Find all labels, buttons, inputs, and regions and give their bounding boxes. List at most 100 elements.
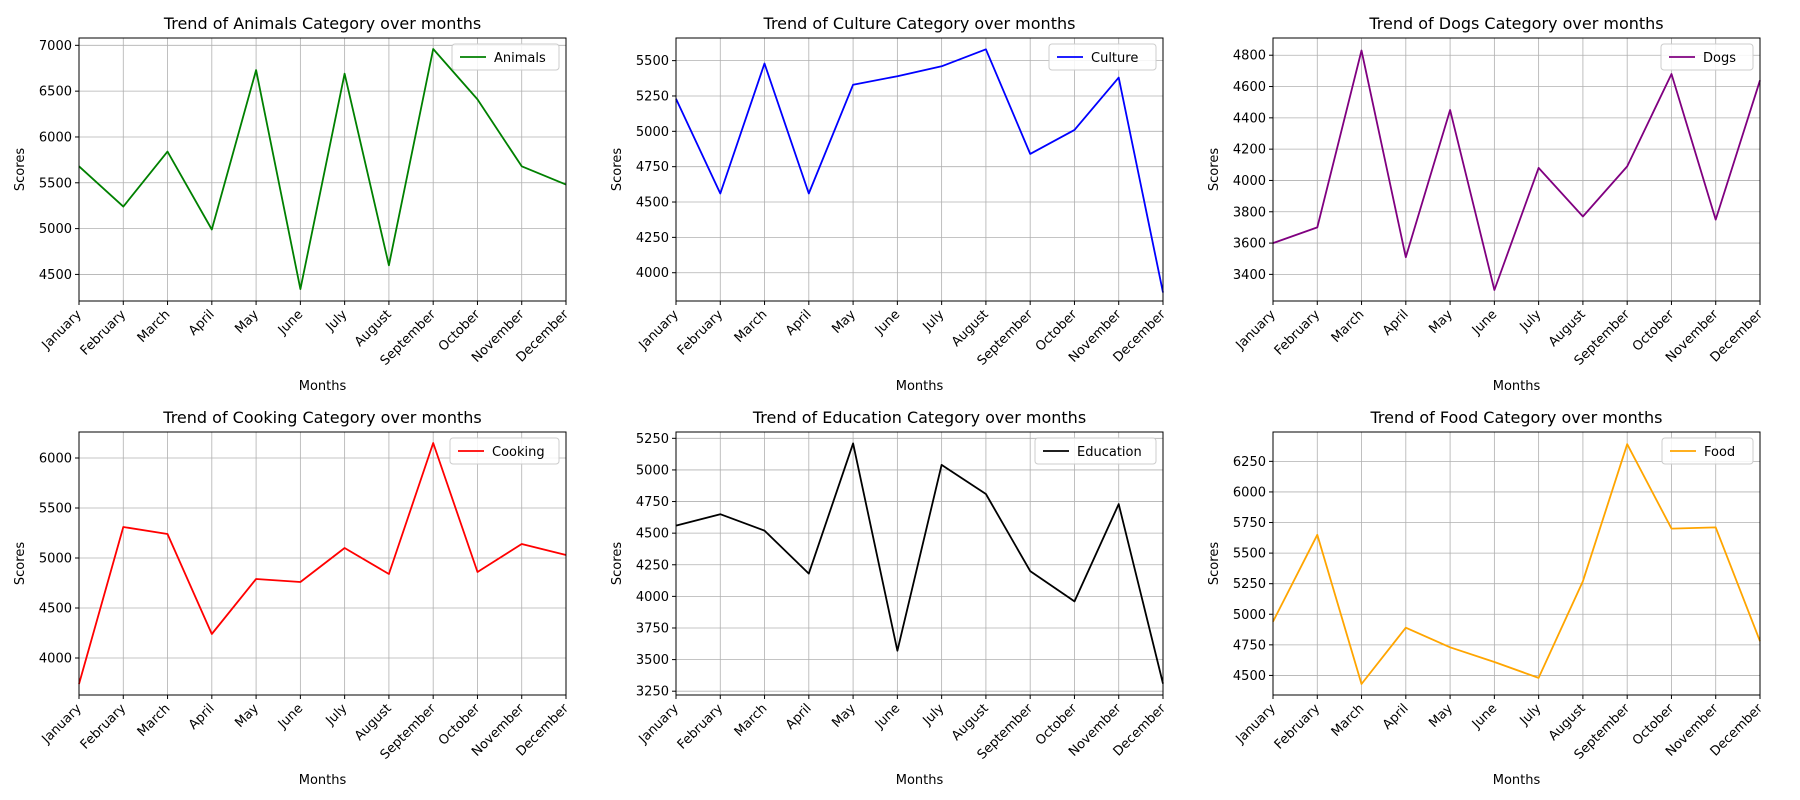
x-axis-label: Months (896, 773, 944, 788)
x-tick-label: April (1380, 701, 1412, 733)
x-tick-label: April (783, 701, 815, 733)
legend-box (449, 437, 560, 465)
y-tick-label: 4400 (1233, 111, 1266, 126)
legend: Education (1034, 437, 1157, 465)
plot-frame (78, 37, 567, 302)
legend: Animals (451, 43, 560, 71)
y-tick-label: 5750 (1233, 516, 1266, 531)
x-tick-label: July (1517, 701, 1545, 729)
y-tick-label: 4000 (636, 266, 669, 281)
y-tick-label: 6000 (39, 130, 72, 145)
y-axis-label: Scores (1207, 542, 1222, 585)
x-tick-label: June (872, 307, 903, 338)
x-tick-label: July (323, 307, 351, 335)
y-tick-label: 4500 (1233, 669, 1266, 684)
legend-label: Animals (494, 51, 546, 66)
series-line (78, 48, 567, 291)
legend: Cooking (449, 437, 560, 465)
y-tick-label: 3750 (636, 621, 669, 636)
legend-box (451, 43, 560, 71)
y-tick-label: 4000 (39, 652, 72, 667)
x-tick-label: February (675, 701, 727, 753)
x-tick-label: May (232, 307, 262, 337)
x-tick-label: March (732, 701, 771, 740)
x-tick-label: July (920, 701, 948, 729)
y-tick-label: 4000 (1233, 174, 1266, 189)
legend-box (1661, 437, 1754, 465)
chart-title: Trend of Cooking Category over months (162, 408, 481, 427)
x-tick-label: July (920, 307, 948, 335)
y-tick-label: 5500 (39, 176, 72, 191)
legend: Food (1661, 437, 1754, 465)
y-tick-label: 6250 (1233, 455, 1266, 470)
y-tick-label: 4800 (1233, 49, 1266, 64)
y-tick-label: 4500 (636, 527, 669, 542)
y-tick-label: 5000 (39, 552, 72, 567)
chart-title: Trend of Education Category over months (752, 408, 1086, 427)
x-axis-label: Months (1493, 379, 1541, 394)
x-tick-label: July (323, 701, 351, 729)
x-tick-label: August (1546, 701, 1589, 744)
x-axis-label: Months (1493, 773, 1541, 788)
x-tick-label: June (872, 701, 903, 732)
legend-box (1034, 437, 1157, 465)
x-tick-label: March (1329, 701, 1368, 740)
x-tick-label: February (78, 307, 130, 359)
y-tick-label: 7000 (39, 39, 72, 54)
x-tick-label: August (949, 307, 992, 350)
x-tick-label: June (275, 701, 306, 732)
y-tick-label: 5250 (1233, 577, 1266, 592)
y-tick-label: 5000 (636, 125, 669, 140)
y-tick-label: 5500 (1233, 547, 1266, 562)
y-tick-label: 5000 (1233, 608, 1266, 623)
y-tick-label: 3600 (1233, 237, 1266, 252)
legend-label: Education (1077, 445, 1142, 460)
x-tick-label: April (186, 307, 218, 339)
chart-title: Trend of Animals Category over months (163, 14, 481, 33)
y-tick-label: 5250 (636, 432, 669, 447)
plot-frame (675, 37, 1164, 302)
plot-frame (1272, 37, 1761, 302)
x-tick-label: April (783, 307, 815, 339)
x-tick-label: March (732, 307, 771, 346)
x-tick-label: March (135, 701, 174, 740)
legend-label: Cooking (492, 445, 545, 460)
x-tick-label: March (135, 307, 174, 346)
x-tick-label: August (1546, 307, 1589, 350)
y-axis-label: Scores (13, 148, 28, 191)
x-tick-label: March (1329, 307, 1368, 346)
y-axis-label: Scores (610, 148, 625, 191)
x-tick-label: February (78, 701, 130, 753)
y-tick-label: 4250 (636, 558, 669, 573)
y-tick-label: 4500 (636, 196, 669, 211)
x-tick-label: May (1426, 307, 1456, 337)
y-axis-label: Scores (13, 542, 28, 585)
y-tick-label: 4750 (636, 495, 669, 510)
legend: Dogs (1660, 43, 1754, 71)
y-tick-label: 4000 (636, 590, 669, 605)
chart-title: Trend of Food Category over months (1369, 408, 1662, 427)
x-tick-label: July (1517, 307, 1545, 335)
x-tick-label: April (1380, 307, 1412, 339)
x-tick-label: May (829, 307, 859, 337)
x-tick-label: February (675, 307, 727, 359)
series-line (1272, 443, 1761, 685)
x-axis-label: Months (896, 379, 944, 394)
y-tick-label: 4250 (636, 231, 669, 246)
y-tick-label: 4600 (1233, 80, 1266, 95)
x-tick-label: June (1469, 307, 1500, 338)
y-tick-label: 3800 (1233, 205, 1266, 220)
legend-box (1048, 43, 1157, 71)
x-tick-label: May (829, 701, 859, 731)
y-tick-label: 4750 (636, 160, 669, 175)
x-tick-label: August (352, 307, 395, 350)
y-tick-label: 6000 (1233, 485, 1266, 500)
y-tick-label: 5000 (636, 463, 669, 478)
x-tick-label: May (232, 701, 262, 731)
y-tick-label: 5500 (39, 502, 72, 517)
x-tick-label: June (275, 307, 306, 338)
